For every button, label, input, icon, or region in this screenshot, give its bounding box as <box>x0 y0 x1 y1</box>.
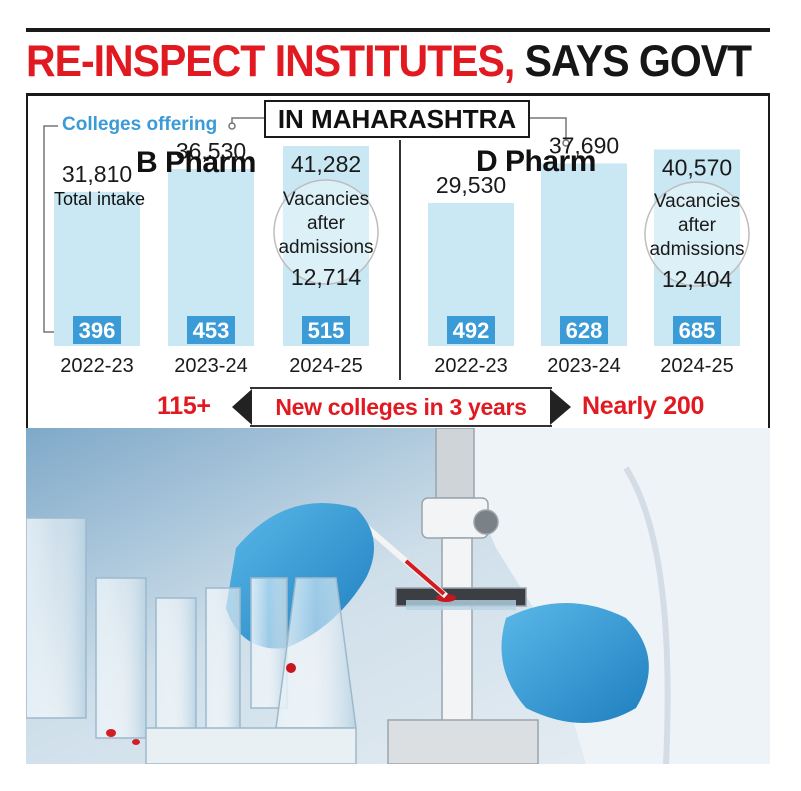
chart-panel-frame <box>26 96 770 428</box>
glassware <box>26 517 357 764</box>
headline-black-part: SAYS GOVT <box>514 36 752 86</box>
chart-title-b-pharm: B Pharm <box>136 146 256 179</box>
colleges-count-label: 685 <box>679 318 716 343</box>
colleges-tile <box>560 316 608 344</box>
lab-scene-illustration <box>26 428 770 764</box>
chart-title-d-pharm: D Pharm <box>476 145 596 178</box>
legend-total-intake: Total intake <box>54 189 146 209</box>
colleges-count-label: 396 <box>79 318 116 343</box>
legend-connector-line <box>43 125 62 333</box>
intake-bar <box>541 163 627 346</box>
laboratory-photo <box>26 428 770 764</box>
colleges-count-label: 453 <box>193 318 230 343</box>
colleges-tile <box>73 316 121 344</box>
vacancies-callout-circle <box>273 179 379 285</box>
b-pharm-new-colleges-value: 115+ <box>157 392 211 420</box>
colleges-count-label: 492 <box>453 318 490 343</box>
top-rule <box>26 28 770 32</box>
vacancies-value-label: 12,714 <box>291 264 362 290</box>
region-label: IN MAHARASHTRA <box>264 100 530 138</box>
year-tick-label: 2022-23 <box>434 355 507 377</box>
vacancies-callout-text: admissions <box>649 239 744 260</box>
colleges-tile <box>302 316 350 344</box>
colleges-count-label: 515 <box>308 318 345 343</box>
intake-value-label: 40,570 <box>662 154 732 180</box>
headline-underline <box>26 93 770 96</box>
bars-layer: 396 31,810 2022-23 453 36,530 2023-24 515 41,28… <box>54 132 750 377</box>
colleges-count-label: 628 <box>566 318 603 343</box>
vacancies-callout-text: after <box>307 213 346 234</box>
lab-coat <box>446 428 770 764</box>
new-colleges-banner: New colleges in 3 years <box>250 387 552 427</box>
headline-red-part: RE-INSPECT INSTITUTES, <box>26 36 515 86</box>
region-connector-left <box>231 117 264 124</box>
year-tick-label: 2023-24 <box>547 355 620 377</box>
colleges-tile <box>447 316 495 344</box>
right-glove <box>501 603 649 723</box>
year-tick-label: 2023-24 <box>174 355 247 377</box>
intake-value-label: 37,690 <box>549 132 619 158</box>
intake-value-label: 29,530 <box>436 172 506 198</box>
intake-value-label: 41,282 <box>291 151 361 177</box>
year-tick-label: 2024-25 <box>289 355 362 377</box>
vacancies-callout-text: Vacancies <box>654 191 740 212</box>
vacancies-callout-circle <box>644 181 750 287</box>
region-connector-left-dot <box>228 122 236 130</box>
colleges-tile <box>187 316 235 344</box>
intake-value-label: 36,530 <box>176 138 246 164</box>
region-connector-right <box>530 117 567 140</box>
year-tick-label: 2022-23 <box>60 355 133 377</box>
region-connector-right-dot <box>562 139 570 147</box>
vacancies-value-label: 12,404 <box>662 266 733 292</box>
intake-value-label: 31,810 <box>62 161 132 187</box>
group-divider <box>399 140 401 380</box>
d-pharm-new-colleges-value: Nearly 200 <box>582 392 705 420</box>
vacancies-callout-text: after <box>678 215 717 236</box>
headline: RE-INSPECT INSTITUTES, SAYS GOVT <box>26 36 770 96</box>
year-tick-label: 2024-25 <box>660 355 733 377</box>
vacancies-callout-text: admissions <box>278 237 373 258</box>
new-colleges-label: New colleges in 3 years <box>275 393 527 420</box>
legend-colleges-offering: Colleges offering <box>62 114 218 135</box>
vacancies-callout-text: Vacancies <box>283 189 369 210</box>
colleges-tile <box>673 316 721 344</box>
